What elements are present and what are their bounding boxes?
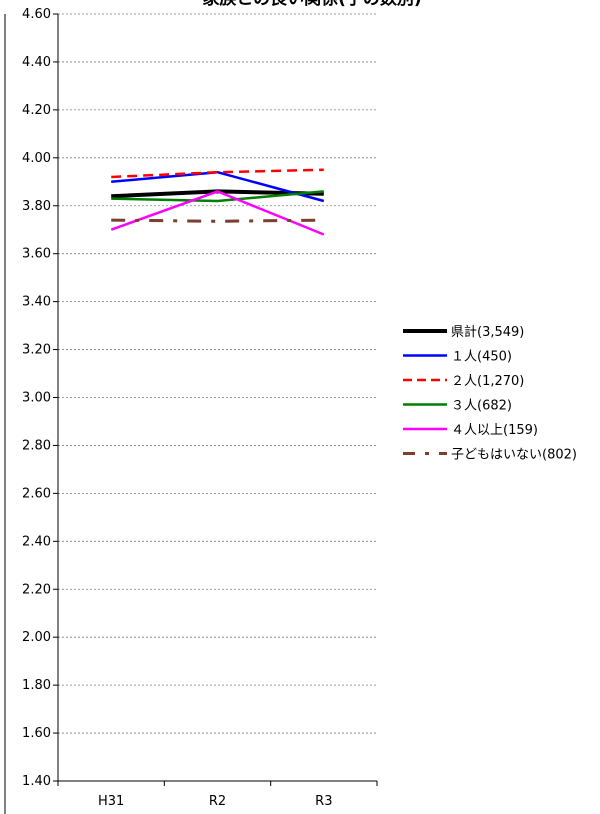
series-line-3 (111, 190, 324, 203)
legend-label-5: 子どもはいない(802) (451, 448, 577, 463)
y-tick-label: 3.00 (22, 391, 51, 406)
y-tick-label: 2.40 (22, 534, 51, 549)
x-tick-label: H31 (98, 794, 124, 809)
legend-label-2: ２人(1,270) (451, 374, 524, 389)
series-lines (110, 168, 325, 236)
series-line-4 (110, 190, 325, 236)
y-tick-label: 2.00 (22, 630, 51, 645)
x-tick-labels: H31 R2 R3 (57, 781, 378, 809)
series-line-5 (111, 218, 324, 223)
legend-label-1: １人(450) (451, 350, 512, 365)
axes (4, 14, 377, 814)
y-tick-label: 1.80 (22, 678, 51, 693)
series-line-1 (111, 170, 325, 203)
series-line-2 (111, 168, 324, 179)
y-tick-label: 4.40 (22, 55, 51, 70)
x-tick-label: R2 (209, 794, 226, 809)
y-tick-label: 1.60 (22, 726, 51, 741)
gridlines (53, 13, 377, 782)
y-tick-label: 2.80 (22, 438, 51, 453)
y-tick-label: 3.60 (22, 247, 51, 262)
y-tick-label: 1.40 (22, 774, 51, 789)
y-tick-labels: 1.40 1.60 1.80 2.00 2.20 2.40 2.60 2.80 3.00 3.20… (22, 7, 51, 789)
legend-label-0: 県計(3,549) (451, 324, 524, 340)
y-tick-label: 3.80 (22, 199, 51, 214)
y-tick-label: 4.20 (22, 103, 51, 118)
legend-label-3: ３人(682) (451, 399, 512, 414)
chart-title: 家族との良い関係(子の数別) (202, 0, 421, 9)
y-tick-label: 2.20 (22, 582, 51, 597)
x-tick-label: R3 (315, 794, 332, 809)
legend-label-4: ４人以上(159) (451, 423, 538, 438)
legend: 県計(3,549) １人(450) ２人(1,270) ３人(682) ４人以上(159… (403, 324, 577, 463)
y-tick-label: 3.20 (22, 343, 51, 358)
y-tick-label: 4.60 (22, 7, 51, 22)
y-tick-label: 4.00 (22, 151, 51, 166)
y-tick-label: 3.40 (22, 295, 51, 310)
y-tick-label: 2.60 (22, 486, 51, 501)
